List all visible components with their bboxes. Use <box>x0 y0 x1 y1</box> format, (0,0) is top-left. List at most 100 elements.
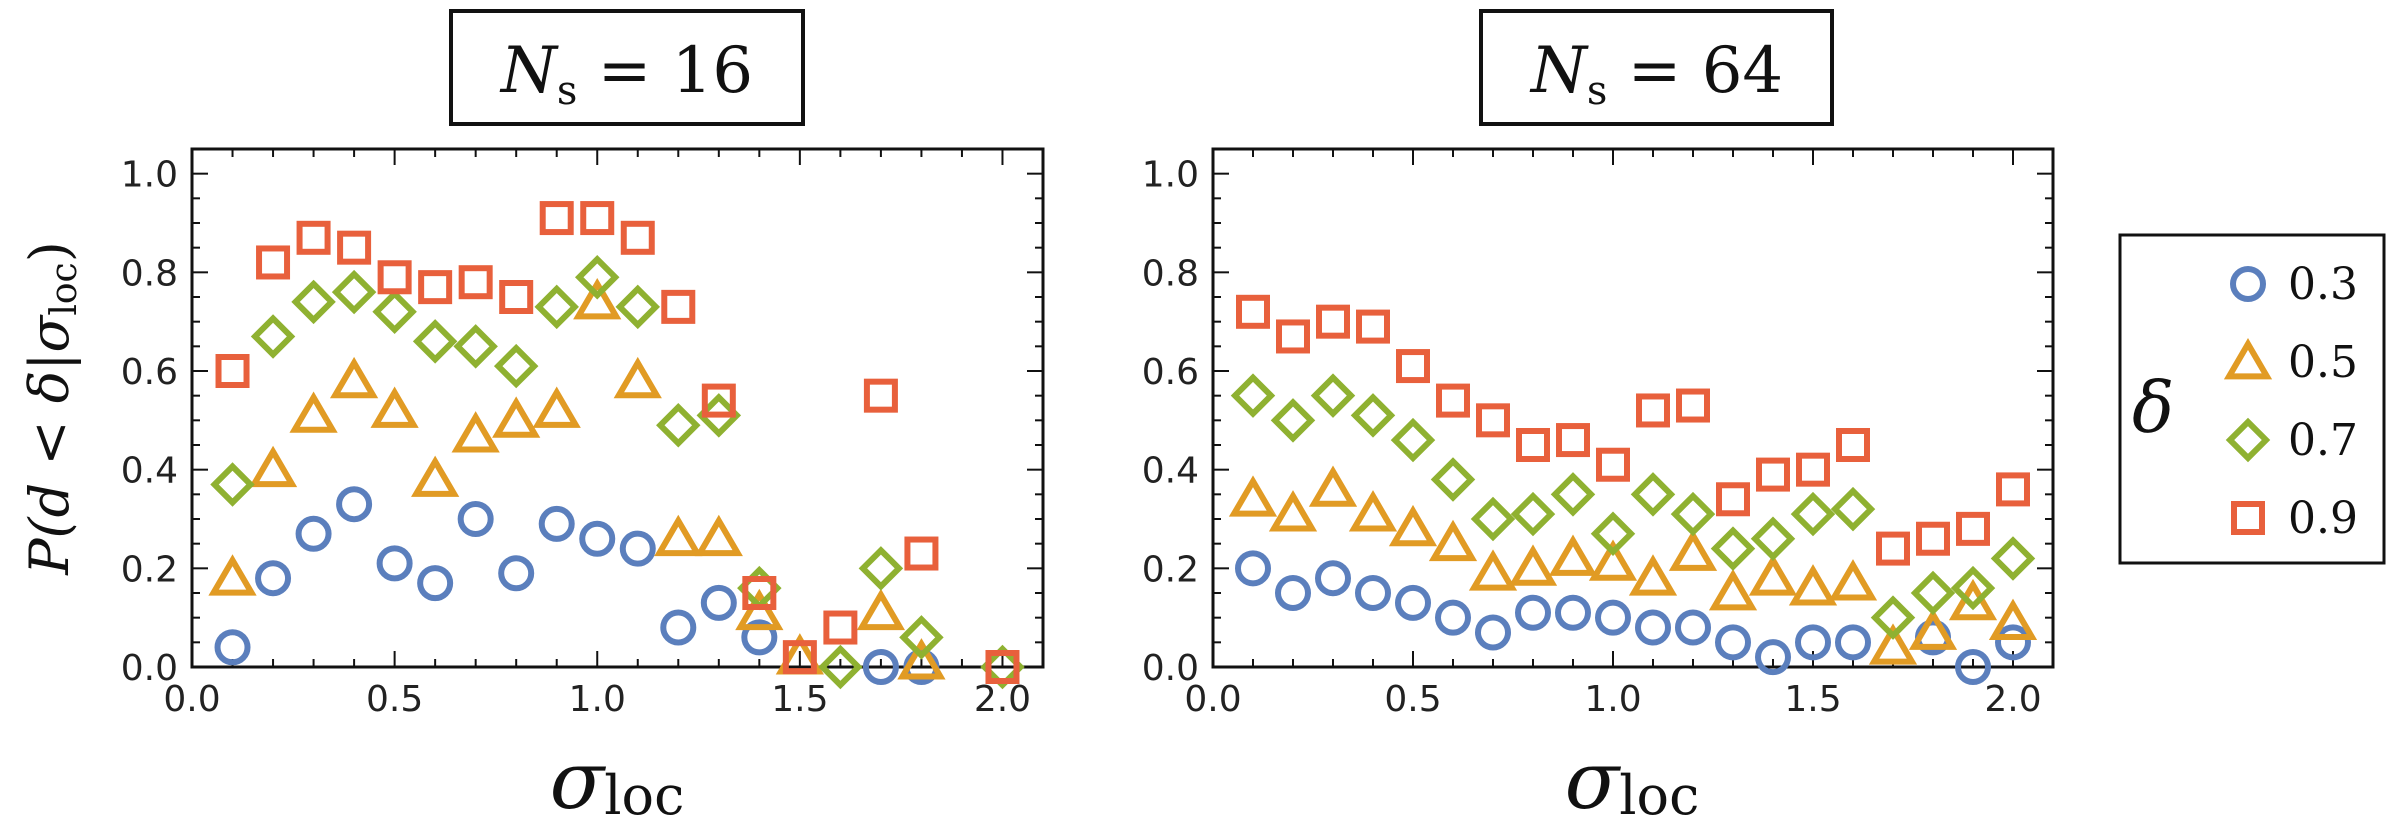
plot-frame <box>1211 147 2055 669</box>
point-triangle-0.5 <box>1788 564 1838 606</box>
point-diamond-0.7 <box>1830 486 1876 532</box>
point-diamond-0.7 <box>656 403 701 448</box>
point-triangle-0.5 <box>1308 465 1358 507</box>
point-diamond-0.7 <box>534 284 579 330</box>
point-square-0.9 <box>580 201 615 236</box>
point-circle-0.3 <box>862 649 899 685</box>
point-circle-0.3 <box>498 555 535 592</box>
point-square-0.9 <box>1836 428 1870 462</box>
title-box <box>449 9 805 126</box>
panel-title: Ns = 64 <box>1529 34 1783 114</box>
point-circle-0.3 <box>1515 594 1551 631</box>
point-diamond-0.7 <box>818 644 863 690</box>
point-square-0.9 <box>863 378 898 413</box>
point-square-0.9 <box>418 270 453 305</box>
point-square-0.9 <box>1876 531 1910 566</box>
point-diamond-0.7 <box>1510 491 1556 537</box>
point-circle-0.3 <box>1275 575 1311 611</box>
point-square-0.9 <box>742 576 777 610</box>
point-triangle-0.5 <box>532 386 581 428</box>
point-circle-0.3 <box>1755 639 1791 676</box>
x-tick-label: 1.0 <box>1584 679 1641 720</box>
point-triangle-0.5 <box>1228 475 1278 517</box>
point-circle-0.3 <box>1315 560 1351 597</box>
point-triangle-0.5 <box>1668 529 1718 571</box>
point-square-0.9 <box>1716 482 1750 517</box>
point-triangle-0.5 <box>1348 490 1398 532</box>
point-square-0.9 <box>1316 304 1350 339</box>
point-diamond-0.7 <box>1390 417 1436 463</box>
point-triangle-0.5 <box>1468 549 1518 591</box>
x-tick-label: 1.0 <box>569 679 626 720</box>
point-square-0.9 <box>620 220 655 255</box>
point-circle-0.3 <box>1595 599 1631 636</box>
point-square-0.9 <box>701 383 736 418</box>
point-triangle-0.5 <box>1628 554 1678 596</box>
point-diamond-0.7 <box>574 255 620 300</box>
point-square-0.9 <box>1756 457 1790 492</box>
y-tick-label: 0.6 <box>1142 352 1199 393</box>
point-triangle-0.5 <box>573 277 622 320</box>
title-box <box>1479 9 1834 126</box>
point-square-0.9 <box>256 245 291 280</box>
point-square-0.9 <box>1796 452 1830 487</box>
point-triangle-0.5 <box>1828 559 1878 601</box>
point-square-0.9 <box>539 201 574 236</box>
data-marks <box>1228 294 2038 685</box>
legend-marker-0.3 <box>2230 266 2266 302</box>
point-square-0.9 <box>215 354 250 388</box>
point-square-0.9 <box>1916 521 1950 556</box>
point-diamond-0.7 <box>1870 595 1916 640</box>
point-diamond-0.7 <box>331 269 377 315</box>
point-triangle-0.5 <box>1428 519 1478 562</box>
point-triangle-0.5 <box>1908 608 1958 650</box>
point-square-0.9 <box>1636 393 1670 428</box>
y-tick-label: 1.0 <box>1142 155 1199 196</box>
legend-label: 0.5 <box>2288 337 2358 388</box>
point-diamond-0.7 <box>615 284 661 330</box>
point-circle-0.3 <box>579 520 616 557</box>
data-marks <box>208 201 1025 690</box>
point-diamond-0.7 <box>1310 373 1356 418</box>
point-square-0.9 <box>1236 294 1270 329</box>
point-square-0.9 <box>1556 423 1590 458</box>
y-tick-label: 0.8 <box>121 253 178 294</box>
point-circle-0.3 <box>255 560 292 597</box>
point-circle-0.3 <box>214 629 251 666</box>
point-square-0.9 <box>1476 403 1510 438</box>
point-square-0.9 <box>1956 511 1990 546</box>
x-axis-label: σloc <box>550 734 685 825</box>
y-tick-label: 0.4 <box>1142 451 1199 492</box>
point-circle-0.3 <box>1395 584 1431 621</box>
point-circle-0.3 <box>1995 624 2031 661</box>
point-square-0.9 <box>337 230 372 265</box>
point-square-0.9 <box>904 536 939 571</box>
point-diamond-0.7 <box>1910 570 1956 616</box>
x-axis-label: σloc <box>1565 734 1700 825</box>
panel-ns16: Ns = 16 0.0 0.5 1.0 1.5 2.00.00.20.40.60.81.… <box>18 9 1045 825</box>
point-circle-0.3 <box>1835 624 1871 661</box>
point-circle-0.3 <box>1635 609 1671 646</box>
point-square-0.9 <box>1276 319 1310 354</box>
point-square-0.9 <box>1516 428 1550 462</box>
point-diamond-0.7 <box>493 343 539 389</box>
point-square-0.9 <box>296 220 331 255</box>
point-square-0.9 <box>1596 447 1630 482</box>
legend-box <box>2118 233 2386 565</box>
point-circle-0.3 <box>376 545 413 582</box>
legend: δ 0.3 0.5 0.7 0.9 <box>2118 233 2386 565</box>
x-tick-label: 0.5 <box>1384 679 1441 720</box>
point-triangle-0.5 <box>329 356 379 399</box>
point-square-0.9 <box>1436 383 1470 418</box>
y-tick-label: 0.0 <box>1142 648 1199 689</box>
x-tick-label: 0.5 <box>366 679 423 720</box>
point-circle-0.3 <box>1555 594 1591 631</box>
point-diamond-0.7 <box>453 324 498 369</box>
point-triangle-0.5 <box>897 638 946 680</box>
point-diamond-0.7 <box>1230 373 1276 418</box>
point-triangle-0.5 <box>208 554 257 596</box>
point-diamond-0.7 <box>899 615 944 660</box>
point-diamond-0.7 <box>1750 516 1796 561</box>
point-square-0.9 <box>985 650 1020 684</box>
